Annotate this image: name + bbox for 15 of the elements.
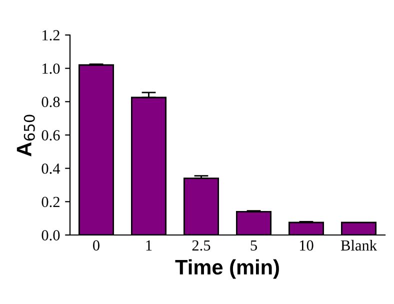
x-tick-label: 0 bbox=[93, 240, 100, 251]
x-axis-title: Time (min) bbox=[175, 259, 279, 279]
x-tick-label: 10 bbox=[300, 240, 314, 251]
y-tick-label: 0.4 bbox=[42, 163, 60, 174]
y-axis-title: A$_{650}$ bbox=[16, 114, 35, 156]
y-tick-label: 0.8 bbox=[42, 96, 60, 108]
x-tick-label: 5 bbox=[250, 240, 257, 251]
x-tick-label: 2.5 bbox=[192, 240, 210, 251]
y-tick-label: 1.2 bbox=[42, 30, 60, 41]
y-tick-label: 0.6 bbox=[42, 130, 60, 141]
y-tick-label: 1.0 bbox=[42, 63, 60, 74]
y-tick-label: 0.0 bbox=[42, 230, 60, 241]
x-tick-label: 1 bbox=[146, 240, 152, 250]
x-tick-label: Blank bbox=[340, 240, 377, 251]
y-tick-label: 0.2 bbox=[42, 196, 60, 208]
